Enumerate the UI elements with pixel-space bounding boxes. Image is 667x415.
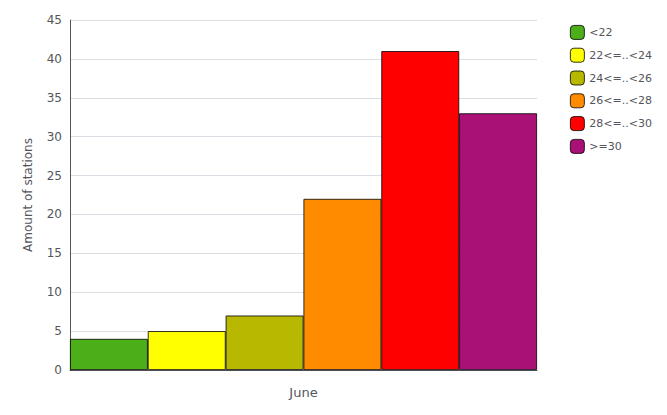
svg-text:5: 5 bbox=[54, 324, 62, 338]
svg-text:<22: <22 bbox=[589, 26, 612, 39]
svg-text:20: 20 bbox=[47, 207, 62, 221]
svg-text:22<=..<24: 22<=..<24 bbox=[589, 49, 652, 62]
svg-text:40: 40 bbox=[47, 52, 62, 66]
svg-text:30: 30 bbox=[47, 130, 62, 144]
svg-text:0: 0 bbox=[54, 363, 62, 377]
svg-text:15: 15 bbox=[47, 246, 62, 260]
svg-text:26<=..<28: 26<=..<28 bbox=[589, 94, 652, 107]
svg-text:June: June bbox=[288, 385, 317, 400]
svg-text:45: 45 bbox=[47, 13, 62, 27]
svg-text:28<=..<30: 28<=..<30 bbox=[589, 117, 652, 130]
svg-text:10: 10 bbox=[47, 285, 62, 299]
svg-text:35: 35 bbox=[47, 91, 62, 105]
svg-text:>=30: >=30 bbox=[589, 140, 621, 153]
svg-text:Amount of stations: Amount of stations bbox=[21, 138, 35, 252]
svg-text:25: 25 bbox=[47, 169, 62, 183]
svg-text:24<=..<26: 24<=..<26 bbox=[589, 72, 652, 85]
